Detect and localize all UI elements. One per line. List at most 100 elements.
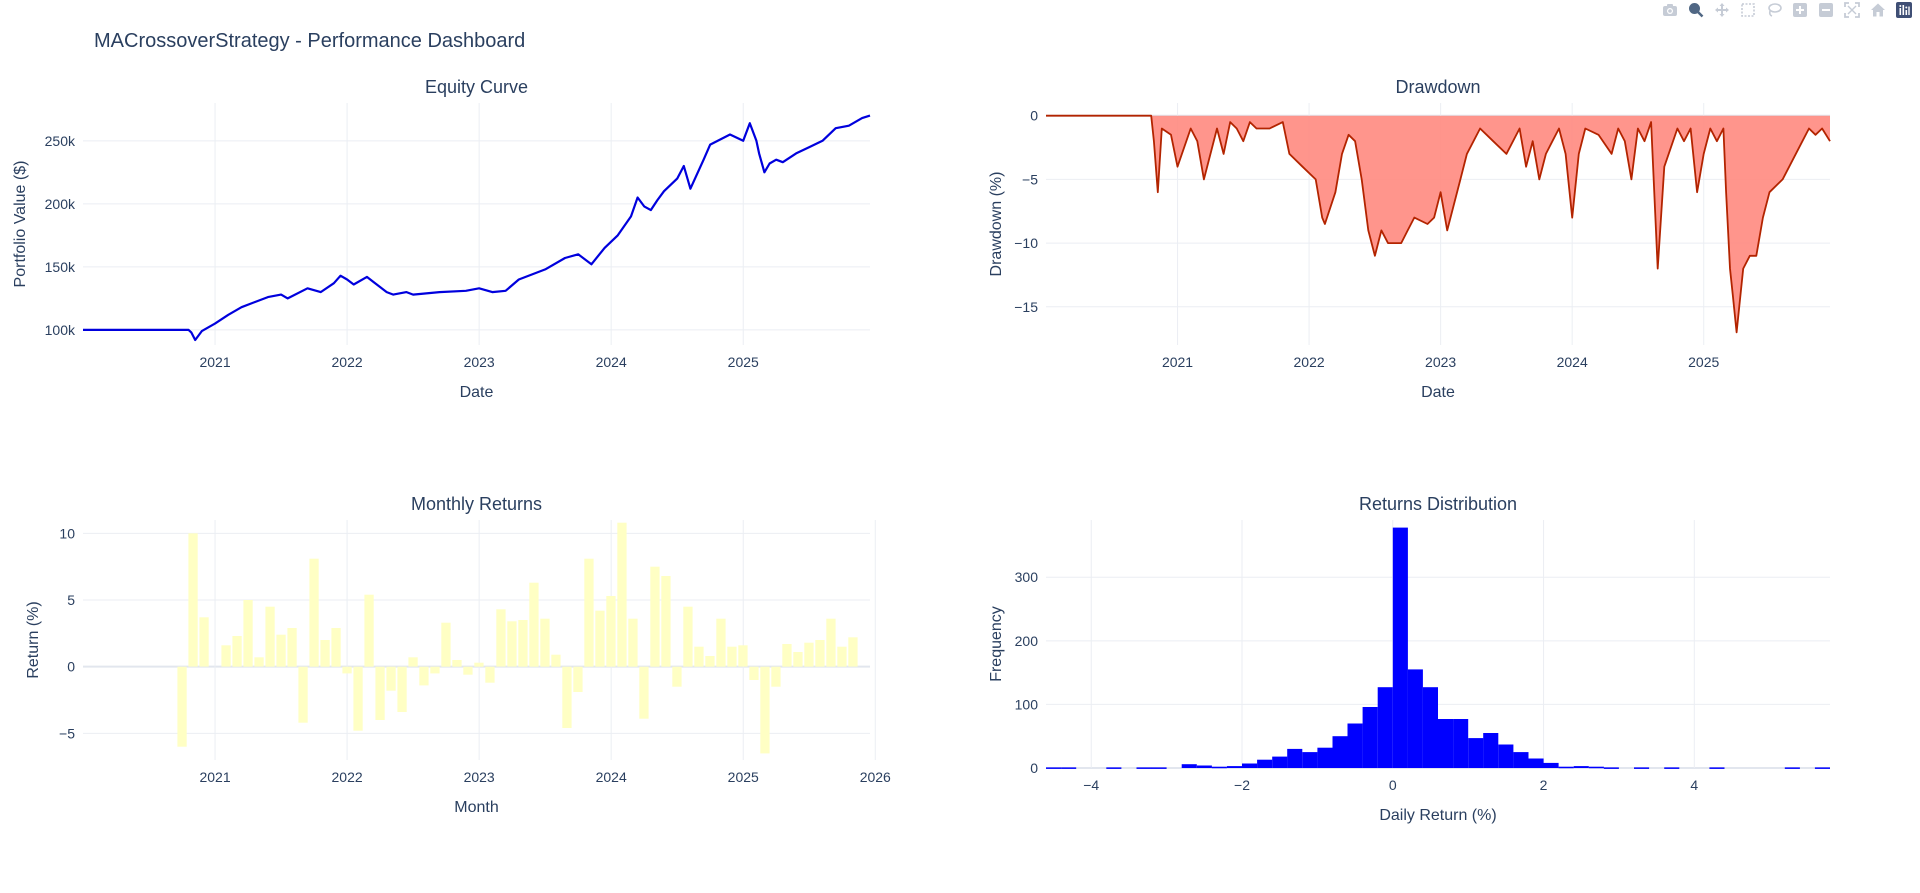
monthly-ytick-label: 0 — [67, 659, 75, 675]
histogram-bar — [1588, 766, 1604, 769]
equity-xtick-label: 2024 — [596, 354, 627, 370]
zoom-in-button[interactable] — [1790, 0, 1810, 20]
monthly-return-bar — [221, 645, 231, 667]
monthly-return-bar — [562, 666, 572, 728]
plotly-logo-link[interactable] — [1894, 0, 1914, 20]
histogram-bar — [1634, 767, 1650, 769]
monthly-return-bar — [309, 558, 319, 667]
monthly-return-bar — [265, 606, 275, 667]
histogram-bar — [1226, 766, 1242, 768]
monthly-return-bar — [419, 666, 429, 686]
plot-modebar — [1660, 0, 1914, 20]
drawdown-xlabel: Date — [1421, 384, 1455, 401]
drawdown-panel: 0 −5 −10 −15 2021 2022 2023 2024 2025 Drawdown Dat… — [988, 77, 1831, 401]
histogram-bar — [1513, 752, 1529, 768]
pan-button[interactable] — [1712, 0, 1732, 20]
drawdown-title: Drawdown — [1395, 77, 1480, 97]
monthly-xtick-label: 2021 — [199, 769, 230, 785]
monthly-return-bar — [452, 660, 462, 667]
monthly-return-bar — [650, 566, 660, 667]
monthly-return-bar — [199, 617, 209, 667]
histogram-bar — [1377, 687, 1393, 768]
monthly-return-bar — [298, 666, 308, 723]
monthly-return-bar — [782, 644, 792, 667]
monthly-return-bar — [716, 618, 726, 667]
drawdown-xtick-label: 2022 — [1294, 354, 1325, 370]
histogram-bar — [1784, 767, 1800, 769]
drawdown-line — [1046, 114, 1831, 334]
monthly-return-bar — [243, 600, 253, 667]
monthly-return-bar — [727, 646, 737, 667]
distribution-ytick-label: 300 — [1015, 569, 1039, 585]
monthly-return-bar — [749, 666, 759, 680]
monthly-return-bar — [837, 646, 847, 667]
monthly-return-bar — [320, 640, 330, 667]
monthly-return-bar — [386, 666, 396, 691]
drawdown-xtick-label: 2024 — [1557, 354, 1588, 370]
monthly-return-bar — [331, 628, 341, 667]
monthly-xtick-label: 2023 — [464, 769, 495, 785]
distribution-xtick-label: −4 — [1083, 777, 1099, 793]
histogram-bar — [1468, 738, 1484, 768]
histogram-bar — [1287, 748, 1303, 768]
distribution-ytick-label: 0 — [1030, 760, 1038, 776]
histogram-bar — [1483, 733, 1499, 768]
drawdown-ytick-label: −10 — [1014, 235, 1038, 251]
monthly-return-bar — [408, 657, 418, 667]
distribution-xtick-label: −2 — [1234, 777, 1250, 793]
monthly-return-bar — [518, 620, 528, 667]
monthly-return-bar — [441, 622, 451, 667]
histogram-bar — [1317, 747, 1333, 768]
distribution-panel: 0 100 200 300 −4 −2 0 2 4 Returns Distribution Dai… — [988, 494, 1830, 824]
reset-axes-button[interactable] — [1868, 0, 1888, 20]
distribution-ytick-label: 100 — [1015, 696, 1039, 712]
monthly-return-bar — [617, 522, 627, 667]
equity-xtick-label: 2023 — [464, 354, 495, 370]
camera-button[interactable] — [1660, 0, 1680, 20]
histogram-bar — [1136, 767, 1152, 769]
zoom-button[interactable] — [1686, 0, 1706, 20]
monthly-return-bar — [496, 609, 506, 667]
monthly-return-bar — [254, 657, 264, 667]
histogram-bar — [1362, 707, 1378, 768]
histogram-bar — [1332, 736, 1348, 768]
equity-xtick-label: 2022 — [332, 354, 363, 370]
monthly-return-bar — [188, 533, 198, 667]
drawdown-xtick-label: 2025 — [1688, 354, 1719, 370]
monthly-xlabel: Month — [454, 799, 498, 816]
monthly-return-bar — [815, 640, 825, 667]
monthly-return-bar — [540, 618, 550, 667]
distribution-title: Returns Distribution — [1359, 494, 1517, 514]
box-select-button[interactable] — [1738, 0, 1758, 20]
distribution-xtick-label: 4 — [1690, 777, 1698, 793]
home-icon — [1871, 3, 1885, 17]
equity-xlabel: Date — [460, 384, 494, 401]
lasso-select-button[interactable] — [1764, 0, 1784, 20]
monthly-return-bar — [551, 654, 561, 667]
page-title: MACrossoverStrategy - Performance Dashbo… — [94, 30, 526, 52]
histogram-bar — [1257, 759, 1273, 768]
monthly-return-bar — [793, 652, 803, 667]
histogram-bar — [1046, 767, 1062, 769]
histogram-bar — [1528, 758, 1544, 768]
monthly-return-bar — [287, 628, 297, 667]
distribution-xtick-label: 0 — [1389, 777, 1397, 793]
histogram-bar — [1392, 527, 1408, 768]
monthly-return-bar — [342, 666, 352, 674]
autoscale-button[interactable] — [1842, 0, 1862, 20]
drawdown-area — [1046, 115, 1830, 333]
monthly-return-bar — [485, 666, 495, 683]
monthly-return-bar — [177, 666, 187, 747]
drawdown-ytick-label: 0 — [1030, 108, 1038, 124]
monthly-return-bar — [375, 666, 385, 720]
zoom-out-button[interactable] — [1816, 0, 1836, 20]
monthly-return-bar — [804, 642, 814, 667]
monthly-return-bar — [463, 666, 473, 675]
monthly-xtick-label: 2024 — [596, 769, 627, 785]
histogram-bar — [1061, 767, 1077, 769]
monthly-title: Monthly Returns — [411, 494, 542, 514]
drawdown-ylabel: Drawdown (%) — [988, 172, 1005, 277]
histogram-bar — [1814, 767, 1830, 769]
histogram-bar — [1272, 756, 1288, 768]
